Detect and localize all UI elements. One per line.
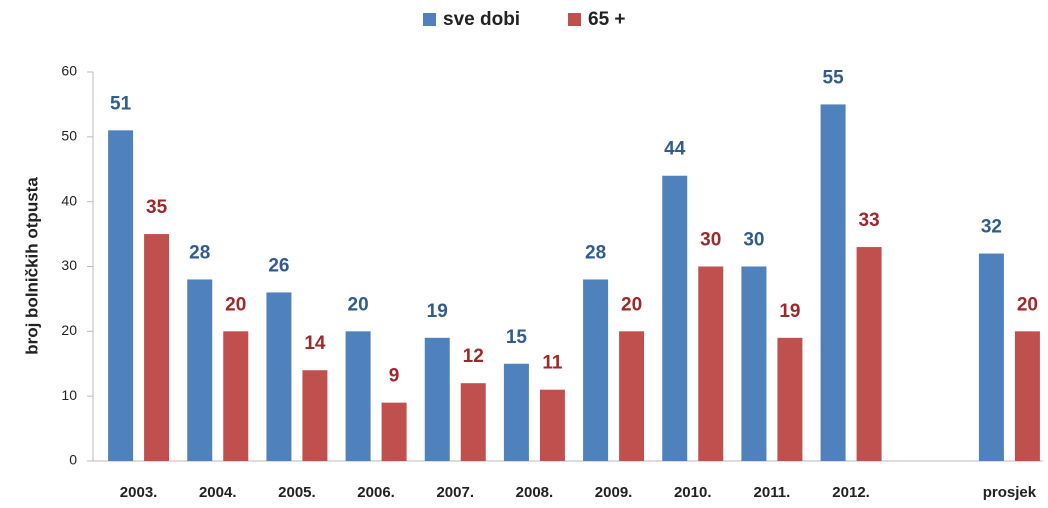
x-tick-label: 2010.: [674, 484, 712, 501]
value-label: 14: [304, 333, 326, 354]
legend-swatch: [568, 13, 581, 26]
bar: [381, 402, 407, 461]
value-label: 26: [268, 255, 289, 276]
value-label: 28: [189, 242, 210, 263]
bar: [619, 331, 645, 461]
x-tick-label: 2011.: [754, 484, 791, 501]
legend-label: 65 +: [588, 9, 626, 30]
bar: [223, 331, 249, 461]
value-label: 12: [463, 346, 484, 367]
value-label: 20: [348, 294, 369, 315]
value-label: 19: [427, 301, 448, 322]
y-tick-label: 0: [69, 452, 77, 468]
x-tick-label: 2005.: [278, 484, 316, 501]
bar: [108, 130, 134, 461]
bar: [503, 363, 529, 461]
bar: [266, 292, 292, 461]
bar: [539, 389, 565, 461]
value-label: 51: [110, 93, 132, 114]
value-label: 15: [506, 327, 528, 348]
value-label: 30: [743, 230, 764, 251]
value-label: 32: [981, 217, 1002, 238]
bar: [424, 337, 450, 461]
y-tick-label: 10: [61, 387, 77, 403]
y-tick-label: 40: [61, 192, 77, 208]
y-tick-label: 60: [61, 63, 77, 79]
y-tick-label: 30: [61, 257, 77, 273]
x-tick-label: 2008.: [516, 484, 554, 501]
y-tick-label: 20: [61, 322, 77, 338]
bar: [583, 279, 609, 461]
bar: [978, 253, 1004, 461]
y-tick-label: 50: [61, 128, 77, 144]
bar: [187, 279, 213, 461]
value-label: 11: [542, 353, 563, 374]
value-label: 33: [859, 210, 880, 231]
value-label: 35: [146, 197, 168, 218]
value-label: 20: [1017, 294, 1038, 315]
x-tick-label: 2012.: [832, 484, 870, 501]
value-label: 20: [225, 294, 246, 315]
value-label: 9: [389, 366, 400, 387]
bar: [698, 266, 724, 461]
bar: [741, 266, 767, 461]
value-label: 20: [621, 294, 642, 315]
x-tick-label: 2004.: [199, 484, 237, 501]
x-tick-label: prosjek: [983, 484, 1037, 501]
bar: [460, 383, 486, 461]
y-axis-label: broj bolničkih otpusta: [22, 177, 41, 355]
value-label: 44: [664, 139, 686, 160]
x-tick-label: 2007.: [436, 484, 474, 501]
value-label: 55: [823, 67, 845, 88]
bar: [302, 370, 328, 461]
legend-label: sve dobi: [443, 9, 520, 30]
bar: [345, 331, 371, 461]
x-tick-label: 2003.: [120, 484, 158, 501]
bar: [820, 104, 846, 462]
bar: [144, 234, 170, 461]
bar: [777, 337, 803, 461]
bar: [662, 175, 688, 461]
value-label: 28: [585, 242, 606, 263]
legend-swatch: [423, 13, 436, 26]
value-label: 30: [700, 230, 721, 251]
x-tick-label: 2006.: [357, 484, 395, 501]
value-label: 19: [779, 301, 800, 322]
x-tick-label: 2009.: [595, 484, 633, 501]
bar: [856, 247, 882, 461]
bar: [1014, 331, 1040, 461]
